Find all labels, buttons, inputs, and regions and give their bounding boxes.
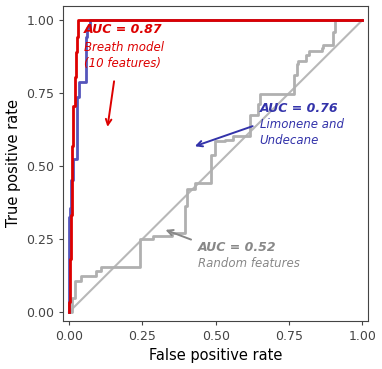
Y-axis label: True positive rate: True positive rate bbox=[6, 99, 21, 227]
Text: AUC = 0.76: AUC = 0.76 bbox=[260, 102, 338, 115]
Text: AUC = 0.52: AUC = 0.52 bbox=[198, 241, 277, 254]
Text: Breath model
(10 features): Breath model (10 features) bbox=[84, 41, 163, 70]
Text: AUC = 0.87: AUC = 0.87 bbox=[84, 23, 162, 36]
Text: Random features: Random features bbox=[198, 256, 300, 270]
Text: Limonene and
Undecane: Limonene and Undecane bbox=[260, 118, 344, 147]
X-axis label: False positive rate: False positive rate bbox=[149, 348, 282, 363]
